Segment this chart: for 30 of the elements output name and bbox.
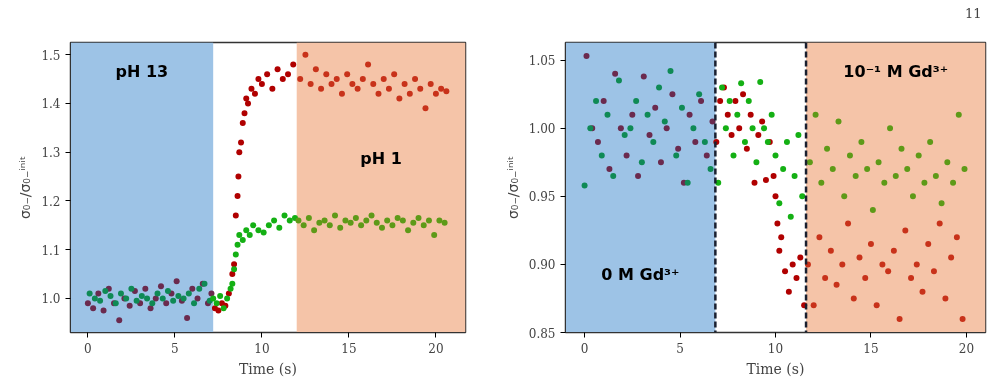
x-tick-label: 15	[863, 341, 879, 356]
y-axis-title: σ₀₋/σ₀₋ⁱⁿⁱᵗ	[504, 155, 521, 220]
x-tick-label: 15	[341, 341, 357, 356]
y-tick-label: 1.00	[528, 122, 556, 137]
x-tick-label: 10	[254, 341, 270, 356]
band-label: pH 1	[360, 149, 402, 168]
y-axis-title: σ₀₋/σ₀₋ⁱⁿⁱᵗ	[17, 155, 34, 220]
x-tick-label: 5	[171, 341, 179, 356]
y-tick-label: 1.2	[41, 194, 61, 209]
x-tick-label: 20	[958, 341, 975, 356]
text: 11	[965, 5, 982, 23]
x-tick-label: 0	[580, 341, 589, 356]
y-tick-label: 1.5	[41, 48, 61, 63]
x-axis-title: Time (s)	[746, 360, 805, 377]
y-tick-label: 1.0	[41, 292, 61, 307]
band-label: 0 M Gd³⁺	[601, 265, 680, 284]
y-tick-label: 1.05	[528, 54, 556, 69]
y-tick-label: 1.1	[41, 243, 61, 258]
x-tick-label: 0	[84, 341, 92, 356]
y-tick-label: 0.85	[528, 326, 556, 341]
y-tick-label: 1.3	[41, 146, 61, 161]
x-tick-label: 20	[428, 341, 444, 356]
band-label: pH 13	[115, 62, 169, 81]
x-tick-label: 10	[767, 341, 784, 356]
y-tick-label: 0.95	[528, 190, 556, 205]
band-label: 10⁻¹ M Gd³⁺	[843, 62, 949, 81]
x-tick-label: 5	[676, 341, 684, 356]
x-axis-title: Time (s)	[239, 360, 297, 377]
y-tick-label: 0.90	[528, 258, 556, 273]
y-tick-label: 1.4	[41, 97, 61, 112]
